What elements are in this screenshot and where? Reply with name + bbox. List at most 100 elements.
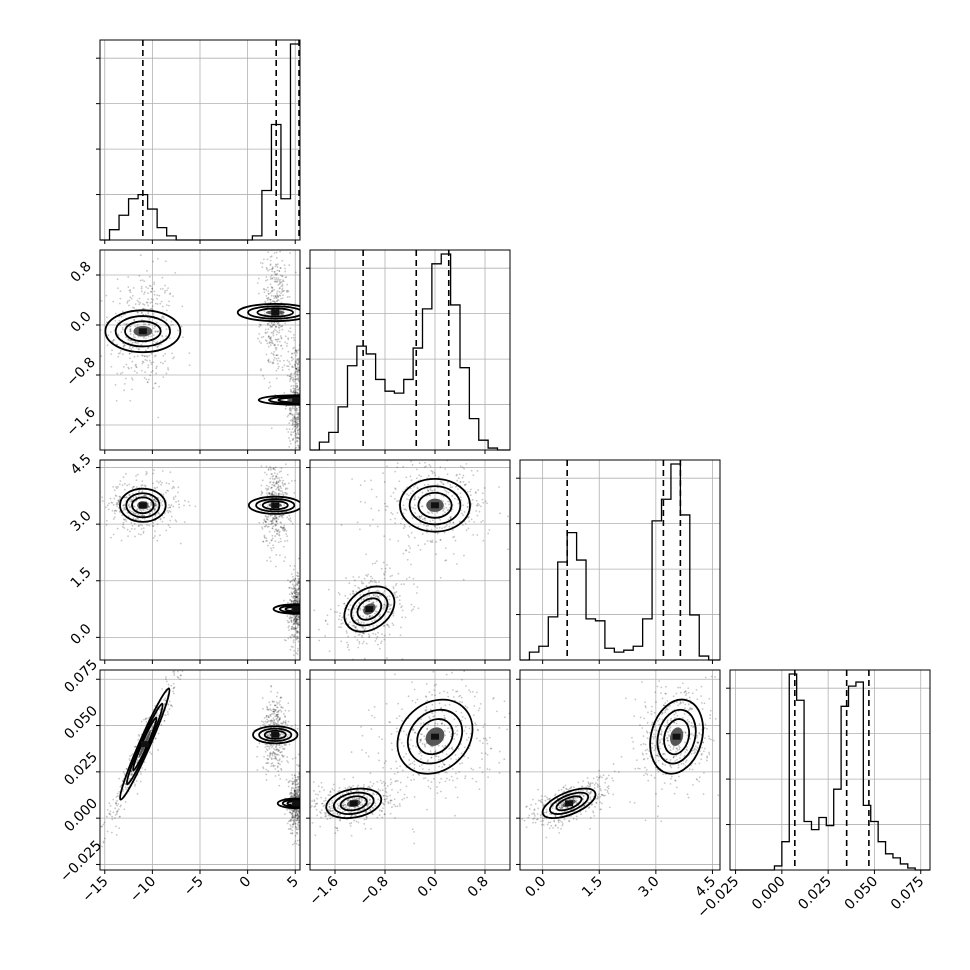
sample-point [295, 419, 298, 422]
sample-point [293, 587, 296, 590]
sample-point [397, 791, 399, 794]
sample-point [297, 578, 300, 581]
sample-point [154, 504, 157, 507]
sample-point [296, 385, 299, 387]
sample-point [409, 441, 411, 443]
sample-point [265, 779, 268, 781]
sample-point [161, 481, 163, 484]
sample-point [274, 468, 276, 471]
sample-point [445, 442, 447, 444]
sample-point [291, 813, 294, 816]
sample-point [297, 580, 300, 583]
sample-point [476, 534, 479, 536]
sample-point [269, 560, 272, 563]
sample-point [292, 420, 295, 423]
sample-point [301, 597, 303, 599]
sample-point [275, 257, 278, 259]
sample-point [296, 793, 299, 796]
sample-point [383, 577, 386, 580]
sample-point [146, 508, 149, 511]
sample-point [291, 796, 293, 798]
sample-point [430, 489, 433, 492]
sample-point [280, 309, 282, 311]
sample-point [389, 799, 392, 802]
sample-point [153, 355, 156, 358]
sample-point [295, 809, 298, 812]
sample-point [128, 483, 131, 486]
sample-point [378, 615, 381, 618]
sample-point [264, 520, 267, 523]
sample-point [293, 466, 295, 468]
sample-point [275, 520, 278, 523]
sample-point [272, 701, 274, 703]
sample-point [420, 515, 423, 518]
sample-point [126, 322, 129, 325]
sample-point [289, 378, 292, 380]
sample-point [440, 481, 443, 484]
sample-point [297, 367, 300, 369]
sample-point [298, 348, 300, 351]
sample-point [272, 751, 275, 754]
sample-point [296, 794, 299, 797]
sample-point [143, 355, 146, 358]
sample-point [114, 807, 117, 810]
sample-point [281, 723, 283, 725]
sample-point [287, 337, 290, 339]
sample-point [133, 505, 136, 508]
sample-point [269, 344, 272, 347]
sample-point [137, 311, 139, 314]
sample-point [293, 628, 295, 631]
sample-point [257, 277, 260, 280]
sample-point [297, 557, 300, 560]
sample-point [278, 280, 281, 283]
sample-point [289, 517, 292, 520]
sample-point [289, 363, 291, 365]
sample-point [266, 342, 269, 345]
sample-point [362, 582, 365, 585]
sample-point [301, 783, 303, 785]
sample-point [297, 376, 300, 378]
sample-point [275, 492, 278, 495]
sample-point [148, 354, 151, 357]
sample-point [307, 605, 309, 607]
sample-point [270, 719, 273, 721]
sample-point [395, 582, 398, 585]
sample-point [273, 301, 276, 303]
sample-point [294, 789, 297, 792]
sample-point [374, 610, 377, 613]
sample-point [138, 348, 141, 350]
sample-point [297, 782, 299, 784]
sample-point [410, 609, 413, 612]
sample-point [353, 608, 356, 610]
sample-point [173, 674, 176, 677]
sample-point [280, 281, 282, 284]
sample-point [284, 407, 287, 410]
sample-point [172, 505, 175, 508]
sample-point [172, 687, 175, 690]
sample-point [294, 808, 296, 811]
sample-point [140, 319, 143, 321]
sample-point [272, 743, 275, 746]
sample-point [368, 600, 371, 602]
sample-point [289, 413, 292, 416]
sample-point [368, 785, 371, 788]
sample-point [292, 602, 295, 604]
sample-point [293, 780, 296, 783]
sample-point [427, 490, 430, 492]
sample-point [293, 463, 295, 465]
sample-point [269, 337, 272, 340]
sample-point [267, 324, 269, 326]
sample-point [298, 592, 300, 595]
sample-point [103, 837, 106, 840]
sample-point [281, 369, 284, 371]
sample-point [167, 524, 170, 527]
sample-point [290, 634, 293, 636]
sample-point [128, 503, 130, 506]
sample-point [275, 516, 278, 519]
sample-point [267, 361, 270, 364]
sample-point [275, 517, 278, 520]
sample-point [148, 323, 150, 325]
sample-point [271, 324, 274, 327]
sample-point [145, 301, 148, 304]
sample-point [337, 604, 340, 607]
